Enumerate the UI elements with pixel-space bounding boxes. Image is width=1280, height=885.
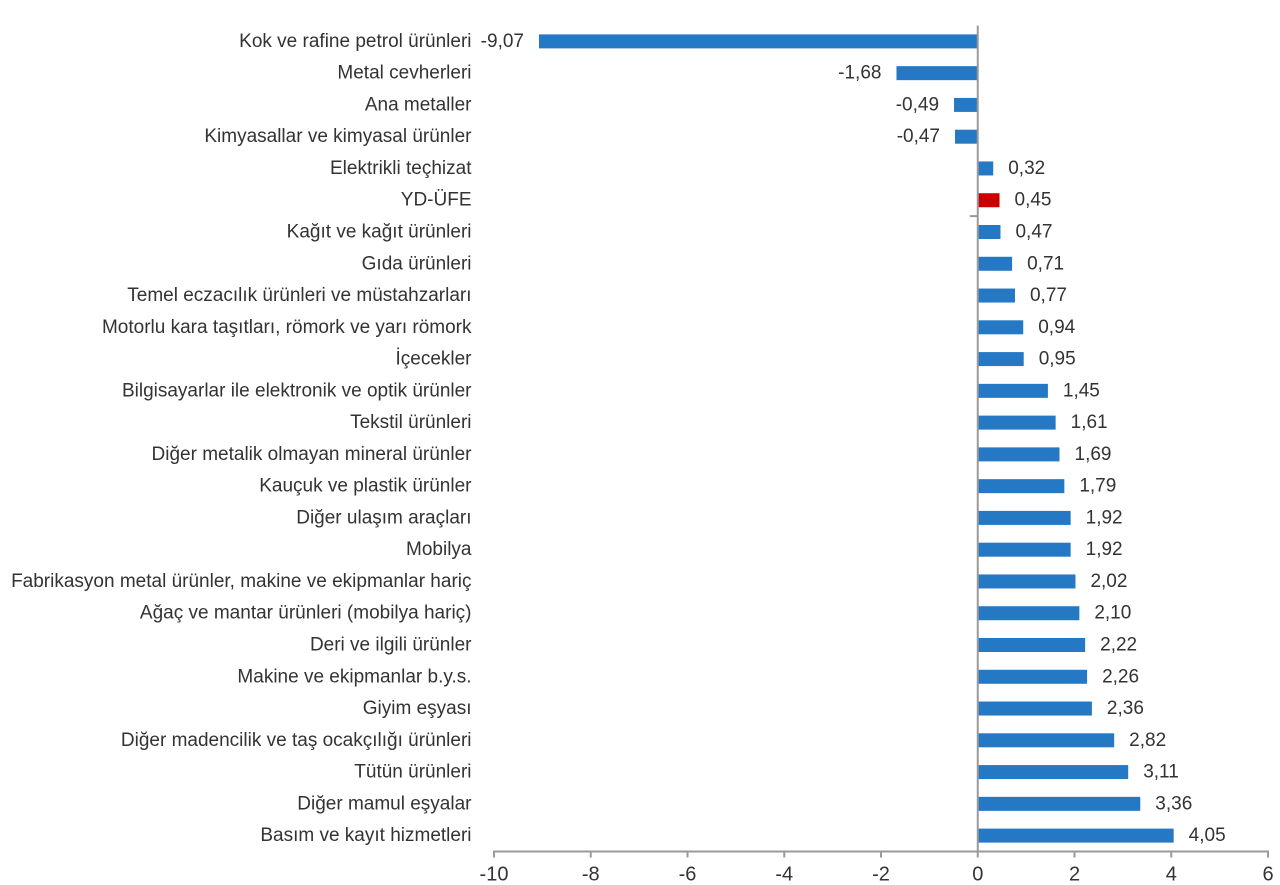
- value-label-tekstil-urunleri: 1,61: [1071, 412, 1108, 433]
- x-axis-tick-label-0: 0: [972, 864, 983, 885]
- value-label-ana-metaller: -0,49: [896, 94, 939, 115]
- value-label-giyim-esyasi: 2,36: [1107, 698, 1144, 719]
- bar-yd-ufe: [977, 193, 1000, 208]
- bar-icecekler: [977, 352, 1024, 367]
- category-label-kaucuk-ve-plastik-urunler: Kauçuk ve plastik ürünler: [259, 476, 472, 497]
- x-axis-tick-label-neg4: -4: [775, 864, 793, 885]
- value-label-basim-ve-kayit-hizmetleri: 4,05: [1189, 825, 1226, 846]
- bar-diger-metalik-olmayan-mineral-urunler: [977, 447, 1060, 462]
- bar-gida-urunleri: [977, 256, 1013, 271]
- value-label-diger-mamul-esyalar: 3,36: [1155, 793, 1192, 814]
- bar-tutun-urunleri: [977, 765, 1129, 780]
- bar-kimyasallar-ve-kimyasal-urunler: [955, 129, 978, 144]
- bar-fabrikasyon-metal-urunler-makine-ve-ekipmanlar-haric: [977, 574, 1076, 589]
- value-label-diger-ulasim-araclari: 1,92: [1086, 507, 1123, 528]
- category-label-kimyasallar-ve-kimyasal-urunler: Kimyasallar ve kimyasal ürünler: [204, 126, 472, 147]
- bar-giyim-esyasi: [977, 701, 1092, 716]
- value-label-motorlu-kara-tasitlari-romork-ve-yari-romork: 0,94: [1038, 317, 1075, 338]
- x-axis-tick-label-6: 6: [1262, 864, 1273, 885]
- category-label-basim-ve-kayit-hizmetleri: Basım ve kayıt hizmetleri: [260, 825, 471, 846]
- bar-metal-cevherleri: [896, 66, 978, 81]
- category-label-diger-ulasim-araclari: Diğer ulaşım araçları: [296, 507, 471, 528]
- category-label-metal-cevherleri: Metal cevherleri: [337, 63, 471, 84]
- value-label-kagit-ve-kagit-urunleri: 0,47: [1015, 222, 1052, 243]
- category-label-mobilya: Mobilya: [406, 539, 472, 560]
- value-label-tutun-urunleri: 3,11: [1143, 762, 1179, 783]
- x-axis-tick-label-neg6: -6: [679, 864, 697, 885]
- bar-mobilya: [977, 542, 1071, 557]
- value-label-kimyasallar-ve-kimyasal-urunler: -0,47: [897, 126, 940, 147]
- value-label-makine-ve-ekipmanlar-b-y-s: 2,26: [1102, 666, 1139, 687]
- bar-kok-ve-rafine-petrol-urunleri: [538, 34, 978, 49]
- value-label-icecekler: 0,95: [1039, 349, 1076, 370]
- category-label-kagit-ve-kagit-urunleri: Kağıt ve kağıt ürünleri: [287, 222, 472, 243]
- x-axis-tick-label-neg8: -8: [582, 864, 600, 885]
- value-label-temel-eczacilik-urunleri-ve-mustahzarlari: 0,77: [1030, 285, 1067, 306]
- value-label-diger-madencilik-ve-tas-ocakciligi-urunleri: 2,82: [1129, 730, 1166, 751]
- category-label-deri-ve-ilgili-urunler: Deri ve ilgili ürünler: [310, 635, 472, 656]
- value-label-metal-cevherleri: -1,68: [838, 63, 881, 84]
- category-label-icecekler: İçecekler: [395, 349, 472, 370]
- bar-agac-ve-mantar-urunleri-mobilya-haric: [977, 606, 1080, 621]
- bar-ana-metaller: [954, 97, 978, 112]
- value-label-gida-urunleri: 0,71: [1027, 253, 1064, 274]
- category-label-ana-metaller: Ana metaller: [365, 94, 472, 115]
- category-label-giyim-esyasi: Giyim eşyası: [363, 698, 472, 719]
- category-label-fabrikasyon-metal-urunler-makine-ve-ekipmanlar-haric: Fabrikasyon metal ürünler, makine ve eki…: [11, 571, 471, 592]
- x-axis-tick-label-neg10: -10: [480, 864, 509, 885]
- bar-kagit-ve-kagit-urunleri: [977, 225, 1001, 239]
- category-label-kok-ve-rafine-petrol-urunleri: Kok ve rafine petrol ürünleri: [239, 31, 471, 52]
- bar-temel-eczacilik-urunleri-ve-mustahzarlari: [977, 288, 1015, 303]
- value-label-elektrikli-techizat: 0,32: [1008, 158, 1045, 179]
- value-label-mobilya: 1,92: [1086, 539, 1123, 560]
- bar-tekstil-urunleri: [977, 415, 1056, 430]
- category-label-diger-metalik-olmayan-mineral-urunler: Diğer metalik olmayan mineral ürünler: [152, 444, 473, 465]
- category-label-temel-eczacilik-urunleri-ve-mustahzarlari: Temel eczacılık ürünleri ve müstahzarlar…: [127, 285, 471, 306]
- category-label-makine-ve-ekipmanlar-b-y-s: Makine ve ekipmanlar b.y.s.: [237, 666, 471, 687]
- bar-bilgisayarlar-ile-elektronik-ve-optik-urunler: [977, 383, 1048, 398]
- bar-motorlu-kara-tasitlari-romork-ve-yari-romork: [977, 320, 1024, 335]
- category-label-tutun-urunleri: Tütün ürünleri: [354, 762, 471, 783]
- value-label-bilgisayarlar-ile-elektronik-ve-optik-urunler: 1,45: [1063, 380, 1100, 401]
- category-label-diger-mamul-esyalar: Diğer mamul eşyalar: [297, 793, 472, 814]
- bar-makine-ve-ekipmanlar-b-y-s: [977, 669, 1088, 684]
- value-label-diger-metalik-olmayan-mineral-urunler: 1,69: [1075, 444, 1112, 465]
- category-label-bilgisayarlar-ile-elektronik-ve-optik-urunler: Bilgisayarlar ile elektronik ve optik ür…: [122, 380, 472, 401]
- value-label-yd-ufe: 0,45: [1015, 190, 1052, 211]
- category-label-gida-urunleri: Gıda ürünleri: [362, 253, 472, 274]
- bar-diger-mamul-esyalar: [977, 796, 1141, 811]
- category-label-yd-ufe: YD-ÜFE: [401, 190, 472, 211]
- value-label-kok-ve-rafine-petrol-urunleri: -9,07: [481, 31, 524, 52]
- category-label-diger-madencilik-ve-tas-ocakciligi-urunleri: Diğer madencilik ve taş ocakçılığı ürünl…: [121, 730, 472, 751]
- x-axis-tick-label-2: 2: [1069, 864, 1080, 885]
- category-label-elektrikli-techizat: Elektrikli teçhizat: [330, 158, 472, 179]
- bar-deri-ve-ilgili-urunler: [977, 638, 1086, 652]
- x-axis-tick-label-4: 4: [1166, 864, 1177, 885]
- value-label-kaucuk-ve-plastik-urunler: 1,79: [1079, 476, 1116, 497]
- value-label-agac-ve-mantar-urunleri-mobilya-haric: 2,10: [1094, 603, 1131, 624]
- category-label-tekstil-urunleri: Tekstil ürünleri: [350, 412, 471, 433]
- bar-basim-ve-kayit-hizmetleri: [977, 828, 1174, 843]
- bar-elektrikli-techizat: [977, 161, 994, 176]
- category-label-motorlu-kara-tasitlari-romork-ve-yari-romork: Motorlu kara taşıtları, römork ve yarı r…: [102, 317, 472, 338]
- value-label-deri-ve-ilgili-urunler: 2,22: [1100, 635, 1137, 656]
- x-axis-tick-label-neg2: -2: [872, 864, 890, 885]
- value-label-fabrikasyon-metal-urunler-makine-ve-ekipmanlar-haric: 2,02: [1090, 571, 1127, 592]
- bar-diger-madencilik-ve-tas-ocakciligi-urunleri: [977, 733, 1115, 748]
- category-label-agac-ve-mantar-urunleri-mobilya-haric: Ağaç ve mantar ürünleri (mobilya hariç): [140, 603, 472, 624]
- bar-kaucuk-ve-plastik-urunler: [977, 479, 1065, 494]
- bar-diger-ulasim-araclari: [977, 510, 1071, 525]
